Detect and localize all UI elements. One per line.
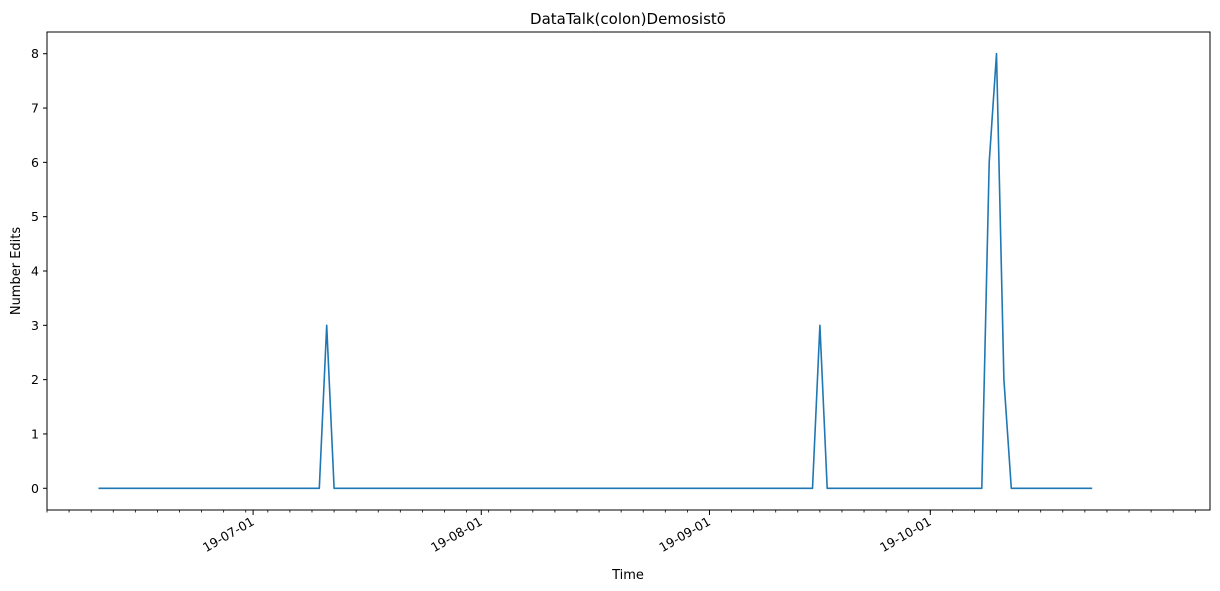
- y-tick-label: 8: [31, 46, 39, 61]
- y-tick-label: 7: [31, 101, 39, 116]
- series-line: [98, 52, 1093, 490]
- y-tick-label: 2: [31, 372, 39, 387]
- y-tick-label: 5: [31, 209, 39, 224]
- y-tick-label: 4: [31, 264, 39, 279]
- chart-title: DataTalk(colon)Demosistō: [530, 10, 726, 28]
- y-tick-label: 3: [31, 318, 39, 333]
- y-tick-label: 1: [31, 426, 39, 441]
- plot-frame: [46, 31, 1211, 511]
- x-tick-label: 19-09-01: [656, 514, 713, 555]
- x-tick-label: 19-08-01: [428, 514, 485, 555]
- x-axis-title: Time: [611, 568, 644, 583]
- y-axis: 0 1 2 3 4 5 6 7 8: [31, 46, 47, 496]
- x-axis: 19-07-01 19-08-01 19-09-01 19-10-01: [46, 510, 1196, 555]
- y-tick-label: 6: [31, 155, 39, 170]
- x-tick-label: 19-10-01: [877, 514, 934, 555]
- series-layer: [98, 52, 1093, 490]
- y-axis-title: Number Edits: [9, 227, 24, 316]
- y-tick-label: 0: [31, 481, 39, 496]
- x-tick-label: 19-07-01: [200, 514, 257, 555]
